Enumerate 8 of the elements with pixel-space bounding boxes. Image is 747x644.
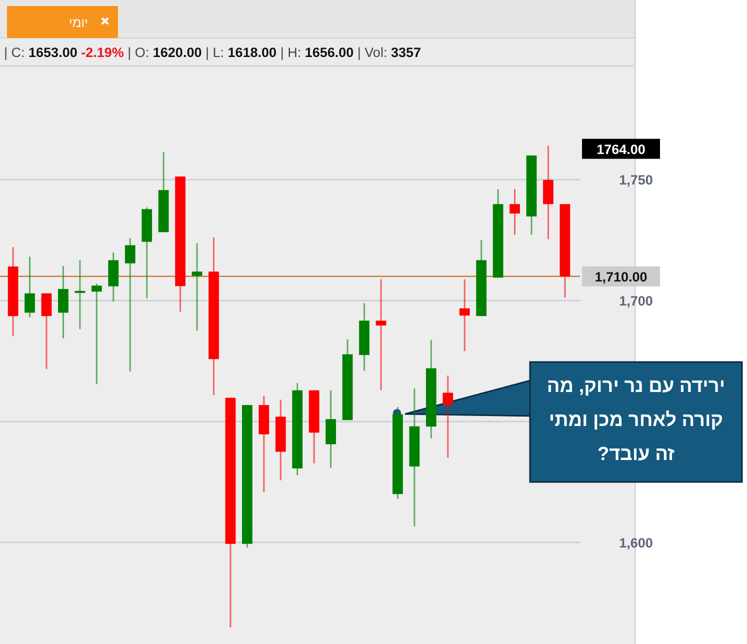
annotation: ירידה עם נר ירוק, מה קורה לאחר מכן ומתי זה עובד? (546, 375, 726, 467)
y-tick-label: 1,700 (619, 294, 653, 309)
chart-title: יומי (68, 15, 88, 30)
y-tick-label: 1,600 (619, 535, 653, 550)
text: 1764.00 (596, 142, 646, 157)
text: | C: 1653.00 -2.19% | O: 1620.00 | L: 1618.00 | H: 1656.00 | Vol: 3357 (4, 45, 421, 60)
y-tick-label: 1,750 (619, 172, 653, 188)
ref-line-label: 1,710.00 (594, 269, 648, 284)
